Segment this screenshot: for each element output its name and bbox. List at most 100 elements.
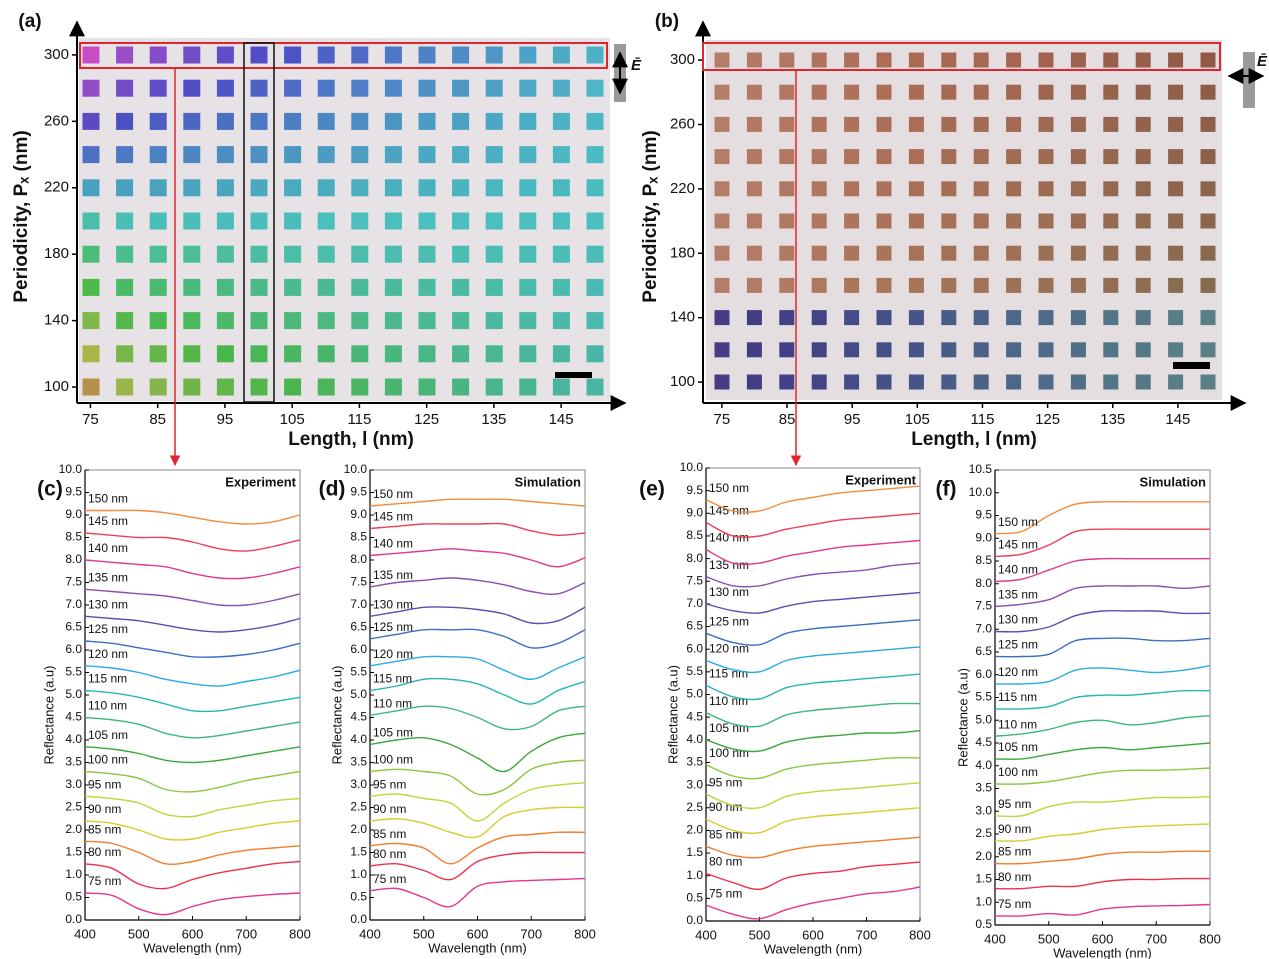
nanostructure-square <box>552 278 570 296</box>
x-tick-label: 800 <box>289 926 311 941</box>
nanostructure-square <box>485 46 503 64</box>
series-label: 110 nm <box>373 696 412 710</box>
series-label: 90 nm <box>709 800 742 814</box>
nanostructure-square <box>82 46 100 64</box>
series-label: 125 nm <box>998 638 1038 652</box>
y-tick-label: 5.0 <box>975 712 992 726</box>
nanostructure-square <box>1200 116 1216 132</box>
spectrum-line <box>705 562 921 588</box>
nanostructure-square <box>485 212 503 230</box>
nanostructure-square <box>1103 342 1119 358</box>
spectrum-line <box>369 759 586 796</box>
nanostructure-square <box>746 310 762 326</box>
nanostructure-square <box>351 179 369 197</box>
nanostructure-square <box>284 378 302 396</box>
series-label: 100 nm <box>88 753 128 767</box>
x-tick-label: 85 <box>149 411 166 428</box>
nanostructure-square <box>1168 84 1184 100</box>
spectrum-line <box>705 619 921 646</box>
nanostructure-square <box>418 46 436 64</box>
nanostructure-square <box>1135 374 1151 390</box>
nanostructure-square <box>317 146 335 164</box>
y-tick-label: 2.5 <box>350 800 367 814</box>
nanostructure-square <box>284 212 302 230</box>
x-tick-label: 105 <box>280 411 305 428</box>
y-tick-label: 1.5 <box>350 845 367 859</box>
scale-bar <box>555 372 592 378</box>
spectrum-line <box>369 705 586 731</box>
nanostructure-square <box>1135 52 1151 68</box>
y-tick-label: 0.5 <box>350 890 367 904</box>
panel-label: (f) <box>936 478 957 501</box>
y-tick-label: 4.5 <box>65 710 82 724</box>
nanostructure-square <box>876 277 892 293</box>
nanostructure-square <box>941 374 957 390</box>
nanostructure-square <box>351 79 369 97</box>
series-label: 145 nm <box>998 538 1038 552</box>
series-label: 115 nm <box>88 672 127 686</box>
spectrum-line <box>369 606 586 625</box>
nanostructure-square <box>317 79 335 97</box>
spectrum-line <box>705 730 921 753</box>
series-label: 95 nm <box>88 777 121 791</box>
nanostructure-square <box>811 310 827 326</box>
y-tick-label: 6.0 <box>975 667 992 681</box>
y-tick-label: 7.5 <box>65 575 82 589</box>
nanostructure-square <box>941 149 957 165</box>
x-axis-label: Length, l (nm) <box>911 429 1037 450</box>
x-tick-label: 600 <box>1092 931 1114 946</box>
spectrum-line <box>84 640 301 658</box>
nanostructure-square <box>586 212 604 230</box>
spectrum-line <box>369 628 586 649</box>
spectrum-line <box>705 886 921 920</box>
nanostructure-square <box>811 245 827 261</box>
nanostructure-square <box>1200 374 1216 390</box>
nanostructure-square <box>1103 52 1119 68</box>
spectrum-line <box>84 746 301 764</box>
nanostructure-square <box>1103 374 1119 390</box>
nanostructure-square <box>452 46 470 64</box>
selection-box <box>79 42 608 69</box>
spectrum-line <box>994 500 1210 535</box>
nanostructure-square <box>779 149 795 165</box>
nanostructure-square <box>317 278 335 296</box>
spectrum-line <box>369 498 586 507</box>
nanostructure-square <box>1070 374 1086 390</box>
nanostructure-square <box>384 179 402 197</box>
y-tick-label: 140 <box>670 309 695 326</box>
y-tick-label: 8.0 <box>65 552 82 566</box>
y-tick-label: 9.0 <box>686 505 703 519</box>
nanostructure-square <box>1006 181 1022 197</box>
nanostructure-square <box>1168 52 1184 68</box>
nanostructure-square <box>485 179 503 197</box>
nanostructure-square <box>452 79 470 97</box>
y-tick-label: 4.0 <box>65 732 82 746</box>
nanostructure-square <box>908 342 924 358</box>
nanostructure-square <box>250 212 268 230</box>
series-label: 110 nm <box>88 699 127 713</box>
nanostructure-square <box>183 245 201 263</box>
nanostructure-square <box>519 46 537 64</box>
y-tick-label: 1.5 <box>975 872 992 886</box>
y-tick-label: 8.0 <box>350 552 367 566</box>
nanostructure-square <box>844 52 860 68</box>
series-label: 80 nm <box>373 847 406 861</box>
y-tick-label: 10.0 <box>59 462 83 476</box>
panel-title: Simulation <box>515 474 582 489</box>
nanostructure-square <box>844 342 860 358</box>
nanostructure-square <box>1135 84 1151 100</box>
y-tick-label: 1.5 <box>65 845 82 859</box>
nanostructure-square <box>1070 213 1086 229</box>
panel-label: (d) <box>319 478 346 501</box>
nanostructure-square <box>714 181 730 197</box>
nanostructure-square <box>485 79 503 97</box>
spectrum-line <box>84 689 301 713</box>
y-tick-label: 9.5 <box>686 483 703 497</box>
x-tick-label: 95 <box>217 411 234 428</box>
nanostructure-square <box>586 146 604 164</box>
field-label: Ē <box>1257 53 1268 70</box>
series-label: 110 nm <box>998 717 1037 731</box>
panel-title: Experiment <box>225 474 296 489</box>
x-tick-label: 500 <box>1038 931 1060 946</box>
